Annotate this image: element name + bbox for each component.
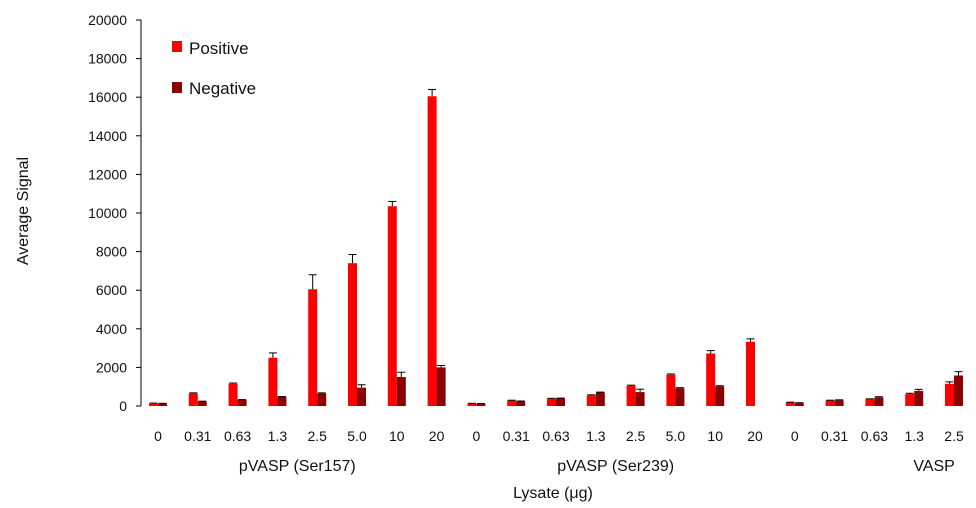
x-tick-label: 0 [473, 428, 481, 444]
x-axis-title: Lysate (μg) [513, 485, 593, 502]
bar-negative [635, 392, 645, 406]
bar-positive [467, 403, 477, 406]
x-tick-label: 1.3 [904, 428, 924, 444]
y-tick-label: 20000 [88, 12, 127, 28]
x-tick-label: 0 [791, 428, 799, 444]
bar-positive [945, 383, 954, 406]
bar-negative [954, 375, 963, 406]
legend-swatch-positive [172, 41, 182, 52]
x-tick-label: 0.31 [503, 428, 530, 444]
x-tick-label: 10 [389, 428, 405, 444]
bar-positive [348, 263, 357, 406]
bar-positive [308, 289, 318, 406]
bar-negative [715, 386, 725, 406]
bar-positive [626, 385, 636, 406]
y-tick-label: 12000 [88, 166, 127, 182]
y-tick-label: 18000 [88, 51, 127, 67]
x-tick-label: 1.3 [586, 428, 606, 444]
bar-negative [556, 398, 565, 406]
legend-swatch-negative [172, 82, 182, 93]
bar-positive [666, 374, 676, 406]
bar-positive [188, 393, 198, 406]
y-tick-label: 14000 [88, 128, 127, 144]
y-axis: 0 2000 4000 6000 8000 10000 12000 14000 16000 180… [88, 12, 142, 414]
bar-positive [507, 400, 517, 406]
bar-positive [547, 398, 556, 406]
bar-negative [874, 397, 884, 406]
group-label: VASP [913, 458, 955, 475]
x-tick-label: 0.31 [184, 428, 211, 444]
bar-negative [277, 396, 287, 406]
bar-positive [586, 395, 596, 406]
x-tick-label: 2.5 [944, 428, 964, 444]
group-label: pVASP (Ser239) [557, 458, 674, 475]
x-tick-label: 1.3 [268, 428, 288, 444]
bar-positive [268, 357, 278, 406]
x-tick-label: 20 [747, 428, 763, 444]
bar-negative [476, 403, 486, 406]
x-tick-label: 20 [429, 428, 445, 444]
bar-negative [197, 401, 207, 406]
x-tick-label: 5.0 [347, 428, 367, 444]
legend-label-negative: Negative [189, 79, 256, 98]
y-tick-label: 8000 [96, 244, 127, 260]
x-tick-label: 0.31 [821, 428, 848, 444]
bars [149, 88, 963, 407]
bar-negative [794, 403, 804, 406]
bar-positive [905, 394, 915, 406]
x-tick-label: 0.63 [861, 428, 888, 444]
bar-positive [746, 341, 755, 406]
bar-positive [228, 383, 238, 406]
bar-positive [825, 400, 835, 406]
bar-negative [914, 390, 924, 406]
bar-negative [396, 377, 406, 406]
bar-negative [595, 392, 605, 406]
y-tick-label: 10000 [88, 205, 127, 221]
y-axis-title: Average Signal [15, 157, 32, 265]
bar-positive [387, 206, 397, 406]
legend: Positive Negative [172, 39, 256, 98]
bar-positive [865, 399, 875, 406]
bar-positive [427, 96, 437, 407]
legend-label-positive: Positive [189, 39, 249, 58]
bar-positive [785, 402, 795, 406]
x-tick-label: 0 [154, 428, 162, 444]
bar-positive [149, 403, 158, 406]
bar-negative [516, 401, 526, 406]
bar-negative [834, 400, 844, 406]
bar-negative [675, 388, 685, 406]
x-tick-label: 0.63 [542, 428, 569, 444]
x-tick-label: 0.63 [224, 428, 251, 444]
bar-negative [357, 387, 366, 406]
y-tick-label: 0 [119, 398, 127, 414]
x-tick-label: 10 [707, 428, 723, 444]
bar-negative [436, 367, 446, 406]
x-axis: 0 0.31 0.63 1.3 2.5 5.0 10 20 pVASP (Ser157) 0 0.3… [154, 428, 964, 475]
x-tick-label: 5.0 [666, 428, 686, 444]
y-tick-label: 2000 [96, 359, 127, 375]
x-tick-label: 2.5 [307, 428, 327, 444]
y-tick-label: 4000 [96, 321, 127, 337]
y-tick-label: 16000 [88, 89, 127, 105]
bar-negative [237, 400, 247, 406]
bar-negative [317, 393, 327, 406]
bar-positive [706, 353, 716, 406]
group-label: pVASP (Ser157) [239, 458, 356, 475]
x-tick-label: 2.5 [626, 428, 646, 444]
bar-negative [158, 403, 167, 406]
y-tick-label: 6000 [96, 282, 127, 298]
